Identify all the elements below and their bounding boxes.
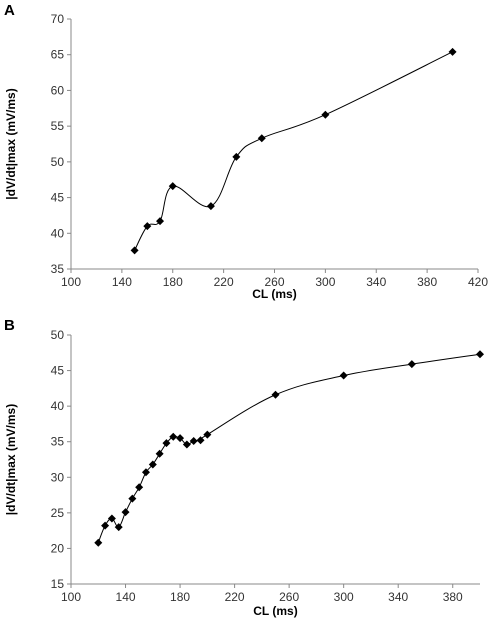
x-tick-label: 100: [61, 275, 81, 289]
data-point-marker: [148, 460, 157, 469]
y-tick-label: 35: [51, 262, 65, 276]
data-point-marker: [121, 508, 130, 517]
data-point-marker: [155, 449, 164, 458]
x-tick-label: 100: [61, 590, 81, 604]
x-tick-label: 260: [279, 590, 299, 604]
data-point-marker: [476, 350, 484, 359]
panel-label-b: B: [4, 317, 15, 334]
x-axis-title: CL (ms): [252, 287, 296, 301]
data-point-marker: [257, 134, 266, 143]
data-point-marker: [169, 432, 178, 441]
data-point-marker: [206, 202, 215, 211]
chart-panel-b: B 15 20 25 30 35 40 45 50 100 140 180 220 260 300 340 3…: [0, 315, 490, 629]
data-point-marker: [101, 521, 110, 530]
y-tick-label: 40: [51, 399, 65, 413]
x-tick-label: 220: [214, 275, 234, 289]
y-tick-label: 25: [51, 506, 65, 520]
y-tick-label: 35: [51, 435, 65, 449]
y-tick-label: 55: [51, 119, 65, 133]
x-tick-label: 180: [163, 275, 183, 289]
series-line: [97, 353, 481, 543]
y-tick-label: 15: [51, 577, 65, 591]
data-point-marker: [135, 483, 144, 492]
x-tick-label: 300: [334, 590, 354, 604]
y-tick-label: 45: [51, 364, 65, 378]
chart-panel-a: A 35 40 45 50 55 60 65 70 100 140 180 220 260 300 340 3…: [4, 2, 488, 301]
data-point-marker: [196, 436, 205, 445]
series-line: [134, 51, 453, 251]
y-tick-label: 50: [51, 328, 65, 342]
x-tick-label: 420: [468, 275, 488, 289]
y-tick-label: 20: [51, 541, 65, 555]
chart-a-svg: 35 40 45 50 55 60 65 70 100 140 180 220 260 300 340 380…: [4, 12, 488, 301]
x-tick-label: 140: [112, 275, 132, 289]
data-point-marker: [448, 47, 457, 56]
data-point-marker: [141, 468, 150, 477]
data-point-marker: [232, 152, 241, 161]
x-tick-label: 340: [388, 590, 408, 604]
y-tick-label: 60: [51, 83, 65, 97]
x-axis-title: CL (ms): [253, 604, 297, 618]
data-point-marker: [189, 437, 198, 446]
x-tick-label: 380: [417, 275, 437, 289]
y-tick-label: 45: [51, 191, 65, 205]
y-axis-title: |dV/dt|max (mV/ms): [4, 88, 18, 199]
data-point-marker: [107, 514, 116, 523]
y-tick-label: 40: [51, 226, 65, 240]
data-point-marker: [176, 434, 185, 443]
data-point-marker: [156, 217, 165, 226]
data-point-marker: [114, 523, 123, 532]
y-tick-label: 65: [51, 48, 65, 62]
x-tick-label: 180: [170, 590, 190, 604]
x-tick-label: 300: [315, 275, 335, 289]
data-point-marker: [168, 182, 177, 191]
data-point-marker: [143, 222, 152, 231]
y-tick-label: 70: [51, 12, 65, 26]
y-axis-title: |dV/dt|max (mV/ms): [4, 404, 18, 515]
data-point-marker: [271, 390, 280, 399]
data-point-marker: [203, 430, 212, 439]
panel-label-a: A: [4, 2, 15, 19]
data-point-marker: [162, 439, 171, 448]
data-point-marker: [407, 360, 416, 369]
data-point-marker: [182, 440, 191, 449]
data-point-marker: [128, 494, 137, 503]
x-tick-label: 260: [264, 275, 284, 289]
chart-b-svg: 15 20 25 30 35 40 45 50 100 140 180 220 260 300 340 380…: [4, 328, 484, 618]
y-tick-label: 50: [51, 155, 65, 169]
x-tick-label: 340: [366, 275, 386, 289]
x-tick-label: 140: [116, 590, 136, 604]
x-tick-label: 380: [443, 590, 463, 604]
data-point-marker: [130, 246, 139, 255]
data-point-marker: [339, 371, 348, 380]
x-tick-label: 220: [225, 590, 245, 604]
y-tick-label: 30: [51, 470, 65, 484]
data-point-marker: [94, 538, 103, 547]
data-point-marker: [321, 110, 330, 119]
